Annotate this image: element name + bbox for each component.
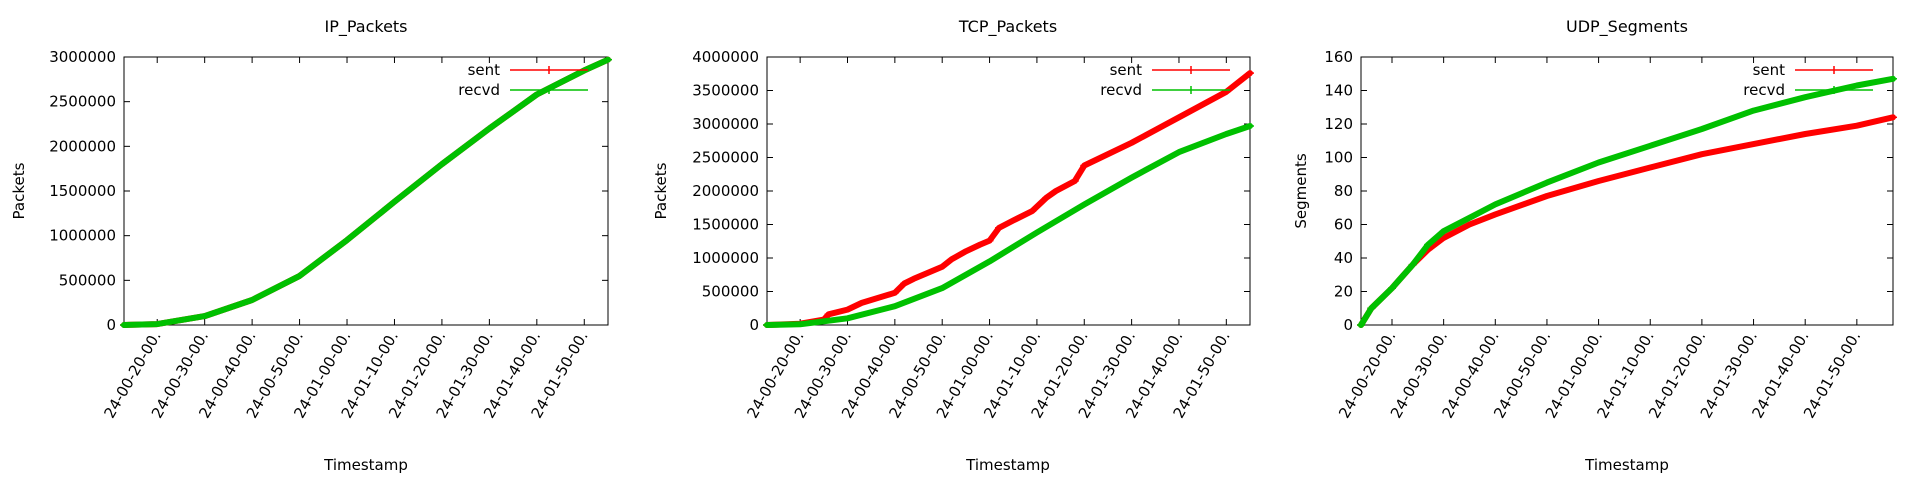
- y-tick-label: 0: [749, 316, 759, 334]
- y-tick-label: 1000000: [49, 227, 116, 245]
- y-tick-label: 140: [1324, 82, 1353, 100]
- y-tick-label: 40: [1334, 249, 1353, 267]
- y-tick-label: 1500000: [49, 182, 116, 200]
- y-tick-label: 1000000: [692, 249, 759, 267]
- series-line-recvd: [1358, 75, 1896, 328]
- y-tick-label: 2000000: [692, 182, 759, 200]
- y-axis-label: Segments: [1292, 153, 1310, 229]
- y-tick-label: 3000000: [49, 48, 116, 66]
- series-line-recvd: [121, 56, 611, 328]
- y-tick-label: 20: [1334, 283, 1353, 301]
- y-tick-label: 2000000: [49, 137, 116, 155]
- y-tick-label: 160: [1324, 48, 1353, 66]
- y-tick-label: 500000: [59, 271, 116, 289]
- legend-label-recvd: recvd: [458, 81, 500, 99]
- y-tick-label: 500000: [702, 283, 759, 301]
- legend-label-recvd: recvd: [1100, 81, 1142, 99]
- series-line-recvd: [764, 123, 1253, 328]
- chart-title: TCP_Packets: [958, 17, 1057, 37]
- legend-label-recvd: recvd: [1743, 81, 1785, 99]
- y-tick-label: 3500000: [692, 82, 759, 100]
- y-tick-label: 2500000: [692, 149, 759, 167]
- y-tick-label: 4000000: [692, 48, 759, 66]
- legend-label-sent: sent: [1110, 61, 1143, 79]
- series-line-sent: [1358, 114, 1896, 328]
- y-tick-label: 120: [1324, 115, 1353, 133]
- series-line-sent: [121, 56, 611, 328]
- legend-label-sent: sent: [468, 61, 501, 79]
- legend-label-sent: sent: [1753, 61, 1786, 79]
- y-tick-label: 100: [1324, 149, 1353, 167]
- y-axis-label: Packets: [652, 162, 670, 219]
- y-tick-label: 60: [1334, 216, 1353, 234]
- chart-title: IP_Packets: [324, 17, 407, 37]
- x-axis-label: Timestamp: [1584, 456, 1669, 474]
- plot-frame: [766, 56, 1251, 326]
- y-tick-label: 3000000: [692, 115, 759, 133]
- y-tick-label: 80: [1334, 182, 1353, 200]
- chart-title: UDP_Segments: [1566, 17, 1688, 37]
- y-tick-label: 2500000: [49, 93, 116, 111]
- series-line-sent: [764, 70, 1253, 328]
- x-axis-label: Timestamp: [965, 456, 1050, 474]
- y-tick-label: 0: [1343, 316, 1353, 334]
- y-axis-label: Packets: [10, 162, 28, 219]
- x-axis-label: Timestamp: [323, 456, 408, 474]
- y-tick-label: 0: [106, 316, 116, 334]
- y-tick-label: 1500000: [692, 216, 759, 234]
